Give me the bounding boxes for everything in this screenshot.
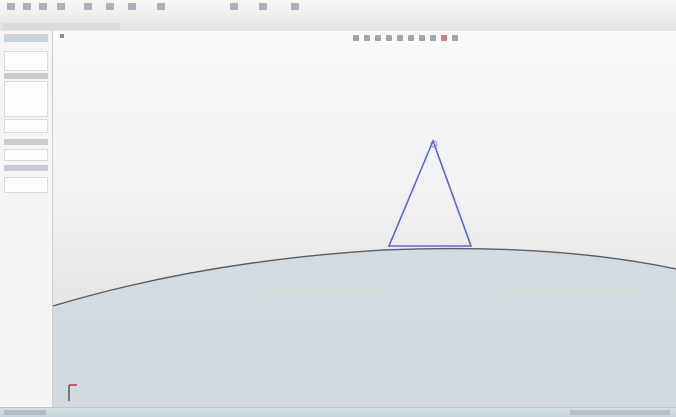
- arc-icon[interactable]: [56, 3, 66, 17]
- panel-section-1[interactable]: [4, 51, 48, 71]
- panel-section-5[interactable]: [4, 177, 48, 193]
- heads-up-toolbar: [353, 35, 458, 43]
- panel-header: [4, 34, 48, 42]
- panel-section-3[interactable]: [4, 119, 48, 133]
- origin-triad-icon: [68, 384, 77, 401]
- feature-manager-panel: [0, 31, 53, 407]
- view-settings-icon[interactable]: [452, 35, 458, 41]
- command-ribbon: [0, 0, 676, 23]
- pin-icon[interactable]: [60, 34, 64, 38]
- display-delete-relations-icon[interactable]: [222, 3, 246, 17]
- sketch-canvas: [53, 138, 676, 407]
- graphics-area[interactable]: [53, 31, 676, 407]
- tab-sketch[interactable]: [24, 23, 120, 30]
- panel-collapse-bar-1[interactable]: [4, 73, 48, 79]
- quick-snaps-icon[interactable]: [256, 3, 270, 17]
- panel-collapse-bar-3[interactable]: [4, 165, 48, 171]
- panel-section-4[interactable]: [4, 149, 48, 161]
- apply-scene-icon[interactable]: [441, 35, 447, 41]
- mirror-entities-icon[interactable]: [146, 3, 176, 17]
- convert-entities-icon[interactable]: [102, 3, 118, 17]
- panel-section-2[interactable]: [4, 81, 48, 117]
- sketch-curve[interactable]: [53, 247, 676, 307]
- hide-show-items-icon[interactable]: [419, 35, 425, 41]
- lower-region: [53, 248, 676, 407]
- zoom-to-fit-icon[interactable]: [353, 35, 359, 41]
- smart-dimension-icon[interactable]: [6, 3, 16, 17]
- start-button[interactable]: [4, 410, 46, 415]
- edit-appearance-icon[interactable]: [430, 35, 436, 41]
- previous-view-icon[interactable]: [375, 35, 381, 41]
- sketch-triangle[interactable]: [387, 138, 473, 247]
- rapid-sketch-icon[interactable]: [288, 3, 302, 17]
- display-style-icon[interactable]: [408, 35, 414, 41]
- zoom-to-area-icon[interactable]: [364, 35, 370, 41]
- apex-point[interactable]: [430, 140, 438, 148]
- tab-features[interactable]: [2, 23, 26, 30]
- section-view-icon[interactable]: [386, 35, 392, 41]
- view-orientation-icon[interactable]: [397, 35, 403, 41]
- circle-icon[interactable]: [38, 3, 48, 17]
- panel-collapse-bar-2[interactable]: [4, 139, 48, 145]
- trim-entities-icon[interactable]: [80, 3, 96, 17]
- taskbar: [0, 407, 676, 417]
- offset-entities-icon[interactable]: [124, 3, 140, 17]
- system-tray: [570, 410, 670, 415]
- line-icon[interactable]: [22, 3, 32, 17]
